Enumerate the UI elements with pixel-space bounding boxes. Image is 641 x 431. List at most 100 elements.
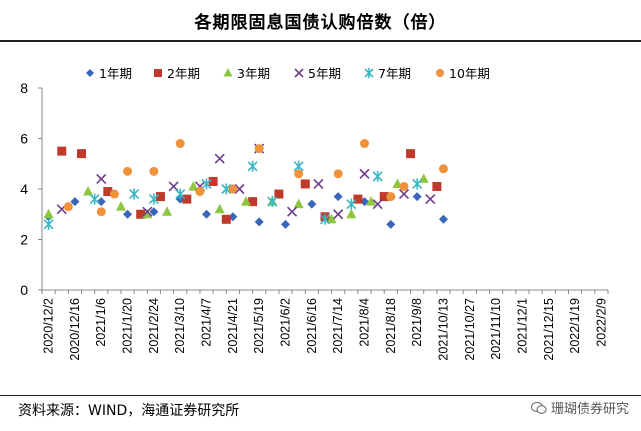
legend-label-1: 2年期: [167, 66, 200, 81]
series-0-point: [149, 207, 159, 217]
series-5-point: [359, 139, 369, 149]
series-2-point: [293, 198, 304, 209]
series-4-point: [43, 218, 54, 230]
series-5-point: [123, 166, 133, 176]
x-tick-label: 2021/9/8: [410, 298, 424, 347]
series-0-point: [202, 209, 212, 219]
series-4-point: [247, 160, 258, 172]
legend-marker-4: [364, 68, 374, 78]
series-1-point: [300, 179, 310, 189]
series-3-point: [359, 168, 370, 179]
series-2-point: [188, 180, 199, 191]
x-tick-label: 2021/1/20: [121, 298, 135, 354]
y-tick-label: 4: [20, 181, 28, 197]
legend-marker-3: [294, 68, 304, 78]
series-3-point: [372, 199, 383, 210]
y-tick-label: 2: [20, 232, 28, 248]
x-tick-label: 2022/1/19: [568, 298, 582, 354]
series-5-point: [63, 202, 73, 212]
series-0-point: [96, 197, 106, 207]
legend-label-0: 1年期: [99, 66, 132, 81]
series-1-point: [136, 209, 146, 219]
legend-label-2: 3年期: [237, 66, 270, 81]
series-5-point: [294, 169, 304, 179]
series-3-point: [142, 206, 153, 217]
series-2-point: [142, 208, 153, 219]
series-5-point: [254, 144, 264, 154]
x-tick-label: 2021/8/18: [384, 298, 398, 354]
y-tick-label: 0: [20, 282, 28, 298]
series-4-point: [129, 188, 140, 200]
series-1-point: [248, 197, 258, 207]
x-tick-label: 2020/12/16: [68, 298, 82, 361]
series-3-point: [214, 153, 225, 164]
series-3-point: [333, 209, 344, 220]
series-1-point: [221, 214, 231, 224]
watermark-text: 珊瑚债券研究: [550, 402, 629, 417]
series-0-point: [70, 197, 80, 207]
x-tick-label: 2021/1/6: [94, 298, 108, 347]
series-1-point: [208, 176, 218, 186]
legend-marker-0: [86, 69, 94, 77]
series-3-point: [313, 178, 324, 190]
legend-label-3: 5年期: [308, 66, 341, 81]
series-2-point: [162, 206, 173, 216]
x-tick-label: 2021/6/2: [279, 298, 293, 347]
series-0-point: [307, 199, 317, 209]
series-5-point: [149, 166, 159, 176]
series-5-point: [333, 169, 343, 179]
series-2-point: [43, 208, 54, 219]
series-1-point: [353, 194, 363, 204]
series-3-point: [425, 194, 436, 205]
series-1-point: [379, 192, 389, 202]
series-1-point: [406, 149, 416, 159]
series-1-point: [76, 149, 86, 159]
series-3-point: [234, 183, 245, 195]
series-2-point: [83, 186, 94, 196]
legend-marker-5: [436, 69, 444, 77]
source-note: 资料来源：WIND，海通证券研究所: [18, 403, 240, 419]
series-0-point: [281, 219, 291, 229]
x-tick-label: 2021/4/21: [226, 298, 240, 354]
series-1-point: [57, 146, 67, 156]
series-4-point: [89, 193, 100, 205]
legend-marker-2: [223, 68, 233, 77]
chart-title-bar: 各期限固息国债认购倍数（倍）: [0, 0, 641, 42]
series-4-point: [175, 188, 186, 200]
x-tick-label: 2021/12/1: [515, 298, 529, 354]
x-tick-label: 2021/7/14: [331, 298, 345, 354]
legend-marker-1: [154, 69, 162, 77]
series-2-point: [241, 196, 252, 206]
series-2-point: [115, 201, 126, 211]
series-4-point: [201, 178, 212, 190]
series-5-point: [438, 164, 448, 174]
legend-label-4: 7年期: [378, 66, 411, 81]
series-1-point: [155, 192, 165, 202]
series-0-point: [412, 192, 422, 202]
series-2-point: [366, 196, 377, 206]
series-4-point: [267, 196, 278, 208]
series-5-point: [96, 207, 106, 217]
series-3-point: [287, 206, 298, 217]
x-tick-label: 2021/6/16: [305, 298, 319, 354]
series-5-point: [386, 192, 396, 202]
series-0-point: [333, 192, 343, 202]
series-5-point: [195, 187, 205, 197]
x-tick-label: 2021/10/13: [436, 298, 450, 361]
series-4-point: [412, 178, 423, 190]
watermark: 珊瑚债券研究: [530, 398, 629, 417]
series-5-point: [228, 184, 238, 194]
x-tick-label: 2021/11/10: [489, 298, 503, 360]
series-4-point: [319, 213, 331, 225]
series-1-point: [432, 181, 442, 191]
series-1-point: [274, 189, 284, 199]
series-3-point: [96, 173, 107, 184]
series-2-point: [214, 203, 225, 214]
series-2-point: [326, 213, 337, 224]
title-divider: [0, 40, 641, 42]
series-4-point: [221, 183, 232, 195]
footer-divider: [0, 395, 641, 396]
series-3-point: [398, 188, 410, 200]
wechat-icon: [530, 401, 547, 414]
x-tick-label: 2021/4/7: [200, 298, 214, 347]
